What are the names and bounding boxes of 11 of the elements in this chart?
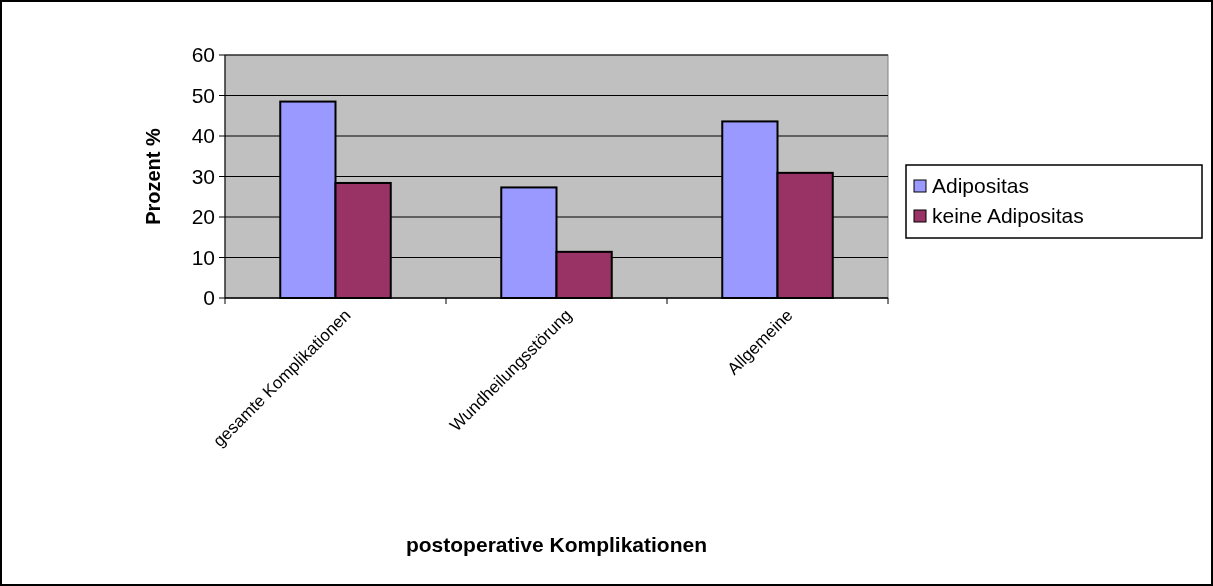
legend-label: Adipositas [932,174,1029,198]
y-axis-title: Prozent % [142,127,164,225]
y-tick-label: 40 [191,124,215,148]
y-tick-label: 50 [191,83,215,107]
y-tick-label: 60 [191,43,215,67]
y-tick-label: 0 [203,286,215,310]
y-tick-label: 20 [191,205,215,229]
y-tick-label: 30 [191,164,215,188]
legend-label: keine Adipositas [932,204,1084,228]
y-tick-label: 10 [191,245,215,269]
x-axis-title: postoperative Komplikationen [405,533,708,556]
